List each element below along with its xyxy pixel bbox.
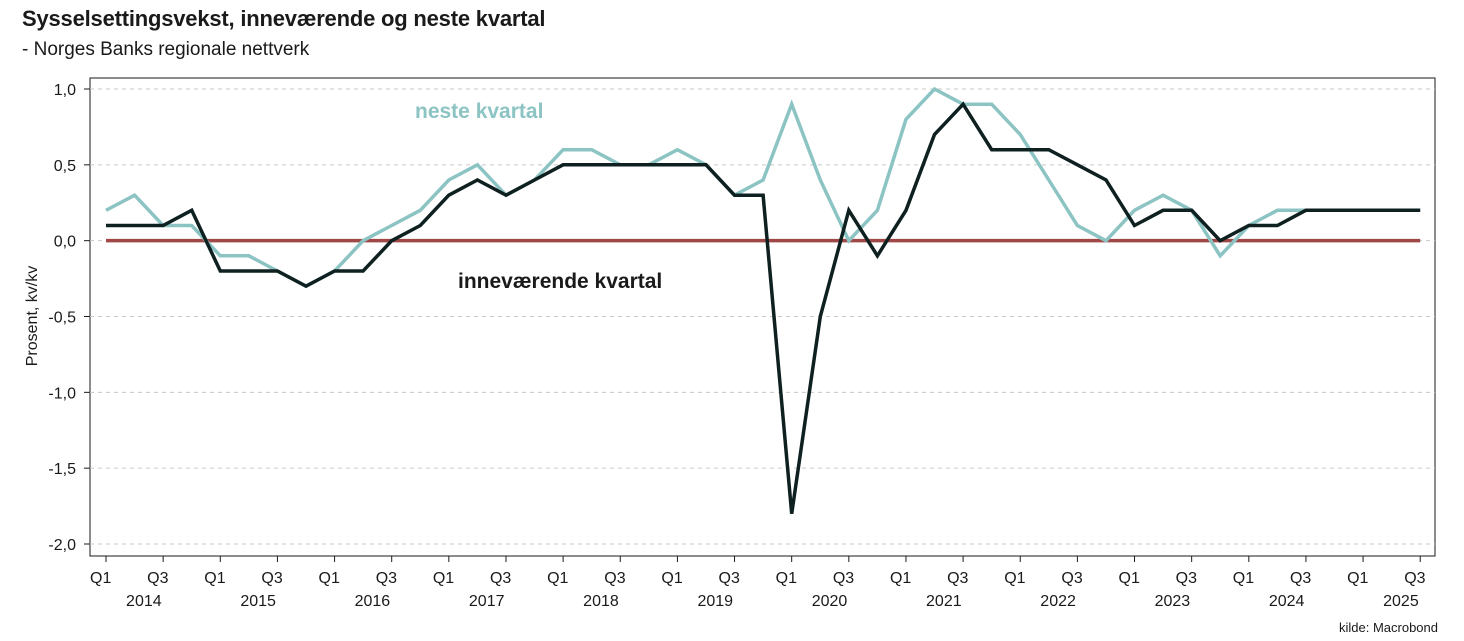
y-axis-ticks: 1,0 0,5 0,0 -0,5 -1,0 -1,5 -2,0 (48, 82, 90, 554)
x-year-label: 2025 (1383, 593, 1419, 610)
x-tick-label: Q1 (90, 570, 111, 587)
chart-title: Sysselsettingsvekst, inneværende og nest… (22, 6, 546, 31)
x-year-label: 2024 (1269, 593, 1305, 610)
chart-subtitle: - Norges Banks regionale nettverk (22, 39, 310, 60)
y-tick-label: 1,0 (54, 82, 76, 99)
x-tick-label: Q1 (547, 570, 568, 587)
x-tick-label: Q3 (833, 570, 854, 587)
x-tick-label: Q3 (1061, 570, 1082, 587)
x-tick-label: Q3 (1290, 570, 1311, 587)
x-year-label: 2015 (240, 593, 276, 610)
source-note: kilde: Macrobond (1339, 620, 1438, 635)
x-tick-label: Q3 (1404, 570, 1425, 587)
y-tick-label: 0,5 (54, 158, 76, 175)
y-tick-label: 0,0 (54, 234, 76, 251)
x-tick-label: Q3 (261, 570, 282, 587)
x-tick-label: Q3 (1176, 570, 1197, 587)
series-lines (105, 86, 1421, 514)
x-tick-label: Q3 (376, 570, 397, 587)
y-tick-label: -0,5 (48, 310, 76, 327)
gridlines (90, 88, 1435, 545)
x-tick-label: Q3 (947, 570, 968, 587)
x-tick-label: Q1 (204, 570, 225, 587)
x-year-label: 2014 (126, 593, 162, 610)
x-year-label: 2023 (1155, 593, 1191, 610)
x-year-label: 2019 (697, 593, 733, 610)
x-tick-label: Q3 (719, 570, 740, 587)
x-tick-label: Q3 (604, 570, 625, 587)
series-label-inneverende: inneværende kvartal (458, 270, 662, 293)
y-tick-label: -1,0 (48, 385, 76, 402)
x-tick-label: Q1 (319, 570, 340, 587)
y-axis-label: Prosent, kv/kv (24, 266, 41, 366)
y-tick-label: -1,5 (48, 461, 76, 478)
x-tick-label: Q1 (433, 570, 454, 587)
y-tick-label: -2,0 (48, 537, 76, 554)
x-axis-ticks: Q1 Q3 Q1 Q3 Q1 Q3 Q1 Q3 Q1 Q3 Q1 Q3 Q1 Q3 Q1 Q3 Q1 Q3 Q1 Q3… (90, 556, 1426, 610)
x-tick-label: Q1 (1347, 570, 1368, 587)
x-tick-label: Q3 (147, 570, 168, 587)
x-tick-label: Q1 (1119, 570, 1140, 587)
x-year-label: 2017 (469, 593, 505, 610)
series-label-neste: neste kvartal (415, 100, 543, 123)
x-tick-label: Q1 (661, 570, 682, 587)
x-year-label: 2018 (583, 593, 619, 610)
x-year-label: 2021 (926, 593, 962, 610)
x-tick-label: Q1 (890, 570, 911, 587)
x-tick-label: Q1 (1233, 570, 1254, 587)
x-year-label: 2016 (355, 593, 391, 610)
x-year-label: 2022 (1040, 593, 1076, 610)
series-line-neste (105, 86, 1421, 289)
x-year-label: 2020 (812, 593, 848, 610)
x-tick-label: Q1 (1004, 570, 1025, 587)
x-tick-label: Q1 (776, 570, 797, 587)
series-line-inneverende (106, 101, 1421, 514)
x-tick-label: Q3 (490, 570, 511, 587)
